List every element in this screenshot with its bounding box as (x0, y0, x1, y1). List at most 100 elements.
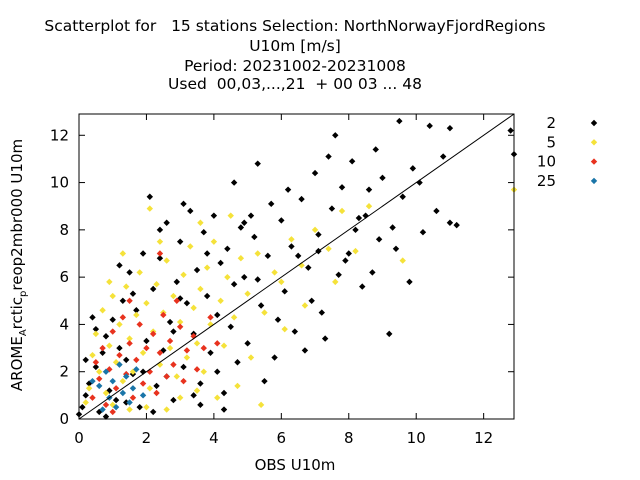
data-point (106, 342, 113, 349)
data-point (301, 347, 309, 354)
data-point (112, 396, 120, 404)
data-point (139, 368, 147, 375)
chart-title-line-1: Scatterplot for 15 stations Selection: N… (44, 17, 546, 35)
data-point (99, 307, 106, 314)
data-point (109, 328, 116, 335)
legend-marker (590, 139, 598, 146)
data-point (193, 266, 201, 274)
data-point (163, 257, 170, 264)
data-point (308, 297, 315, 304)
data-point (214, 340, 221, 347)
data-point (352, 247, 359, 255)
data-point (180, 363, 187, 371)
data-point (180, 377, 187, 385)
data-point (126, 335, 133, 342)
data-point (139, 250, 147, 257)
data-point (109, 316, 116, 323)
data-point (187, 207, 194, 215)
data-point (200, 229, 207, 236)
y-tick-label: 0 (59, 410, 69, 428)
data-point (439, 153, 447, 160)
data-point (146, 193, 154, 200)
data-point (230, 314, 238, 321)
data-point (187, 243, 194, 250)
data-point (176, 238, 184, 245)
data-point (332, 132, 339, 139)
data-point (288, 243, 295, 250)
x-axis-label: OBS U10m (255, 456, 336, 474)
data-point (119, 377, 127, 385)
data-point (143, 344, 150, 352)
data-point (348, 158, 356, 165)
legend-marker (590, 119, 598, 127)
chart-title-line-2: U10m [m/s] (249, 37, 341, 55)
data-point (237, 224, 245, 231)
data-point (82, 399, 89, 406)
y-axis-label-subscript: p (18, 291, 29, 297)
data-point (224, 273, 231, 281)
y-tick-label: 12 (50, 126, 69, 144)
data-point (143, 337, 150, 345)
data-point (278, 217, 285, 224)
data-point (247, 212, 255, 219)
data-point (183, 354, 191, 361)
data-point (170, 361, 177, 368)
data-point (166, 318, 174, 326)
plot-frame (78, 113, 515, 420)
data-point (102, 389, 110, 397)
data-point (507, 127, 514, 134)
data-point (170, 396, 177, 404)
data-point (173, 297, 180, 304)
data-point (254, 160, 261, 167)
data-point (291, 328, 299, 335)
data-point (116, 321, 123, 328)
data-point (399, 193, 406, 200)
data-point (96, 375, 103, 383)
data-point (426, 122, 433, 130)
data-point (200, 344, 207, 352)
data-point (109, 377, 116, 385)
data-point (156, 349, 164, 356)
data-point (153, 281, 160, 288)
data-point (220, 406, 228, 413)
data-point (190, 304, 197, 312)
data-point (123, 283, 130, 290)
legend-label: 25 (537, 172, 556, 190)
data-point (389, 224, 396, 231)
data-point (379, 174, 386, 182)
chart-title-line-3: Period: 20231002-20231008 (184, 57, 406, 75)
data-point (315, 231, 322, 238)
y-tick-label: 2 (59, 363, 69, 381)
data-point (369, 269, 376, 276)
y-tick-label: 4 (59, 315, 69, 333)
data-point (311, 169, 319, 177)
legend-marker (590, 177, 598, 185)
data-point (399, 257, 406, 264)
data-point (203, 264, 211, 271)
x-tick-label: 2 (142, 429, 152, 447)
data-point (129, 290, 137, 297)
data-point (163, 219, 170, 226)
y-tick-label: 10 (50, 174, 69, 192)
data-point (126, 406, 133, 413)
data-point (109, 292, 116, 300)
data-point (116, 361, 123, 368)
data-point (342, 257, 349, 264)
data-point (197, 285, 204, 293)
data-point (200, 368, 207, 375)
axis-ticks: 0 2 4 6 8 10 12 0 2 4 6 8 10 12 (50, 114, 514, 447)
data-point (197, 219, 204, 226)
data-point (129, 394, 137, 401)
data-point (92, 330, 100, 338)
data-point (92, 363, 100, 371)
data-point (251, 233, 258, 241)
data-point (268, 200, 275, 208)
chart-title-line-4: Used 00,03,...,21 + 00 03 ... 48 (168, 75, 422, 93)
data-point (133, 366, 140, 373)
data-point (126, 269, 133, 276)
data-point (214, 311, 221, 319)
legend-label: 10 (537, 153, 556, 171)
data-point (294, 252, 302, 260)
data-point (386, 330, 393, 338)
data-point (99, 349, 106, 356)
